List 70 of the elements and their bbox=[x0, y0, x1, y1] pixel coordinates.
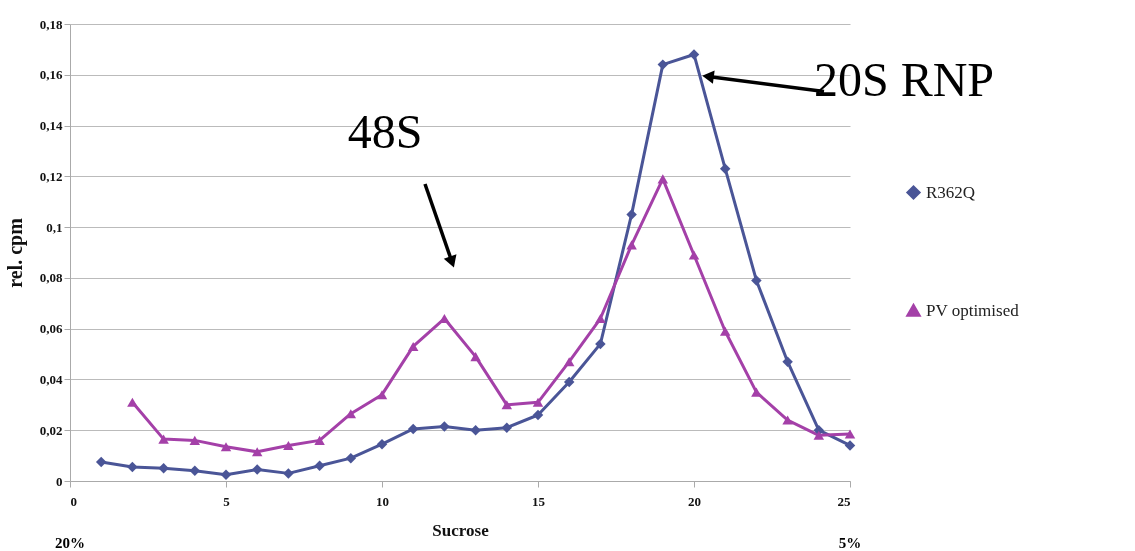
point bbox=[563, 376, 575, 388]
point bbox=[688, 250, 700, 260]
point bbox=[532, 409, 544, 421]
y-axis-title: rel. cpm bbox=[3, 217, 27, 288]
point bbox=[158, 434, 169, 444]
point bbox=[470, 352, 481, 362]
point bbox=[626, 240, 637, 250]
point bbox=[189, 465, 201, 477]
point bbox=[626, 209, 637, 220]
y-tick-label: 0,1 bbox=[46, 219, 63, 235]
y-tick-label: 0,12 bbox=[39, 168, 63, 184]
point bbox=[501, 422, 513, 433]
point bbox=[657, 59, 669, 70]
y-tick-label: 0,06 bbox=[39, 321, 63, 337]
y-tick-label: 0 bbox=[56, 473, 63, 489]
text: 20% bbox=[55, 535, 85, 551]
y-tick-label: 0,08 bbox=[39, 270, 63, 286]
annotation: 48S bbox=[347, 105, 423, 158]
legend-label: R362Q bbox=[926, 182, 976, 202]
point bbox=[407, 423, 419, 435]
point bbox=[563, 357, 575, 367]
point bbox=[314, 460, 325, 472]
y-tick-label: 0,04 bbox=[39, 371, 63, 387]
point bbox=[595, 338, 606, 350]
x-axis-title: Sucrose bbox=[432, 520, 490, 540]
y-tick-label: 0,02 bbox=[39, 422, 63, 438]
point bbox=[439, 421, 450, 432]
point bbox=[782, 415, 793, 425]
text: 5% bbox=[838, 535, 862, 551]
point bbox=[283, 468, 294, 479]
point bbox=[719, 163, 731, 174]
point bbox=[844, 440, 856, 451]
point bbox=[127, 397, 138, 407]
point bbox=[376, 390, 388, 400]
x-tick-label: 15 bbox=[532, 493, 546, 509]
point bbox=[782, 356, 793, 367]
point bbox=[813, 430, 825, 440]
point bbox=[844, 429, 856, 439]
point bbox=[719, 326, 731, 336]
point bbox=[470, 424, 481, 436]
y-tick-label: 0,14 bbox=[39, 118, 63, 134]
point bbox=[95, 456, 107, 468]
x-tick-label: 5 bbox=[223, 493, 231, 509]
x-tick-label: 10 bbox=[376, 493, 389, 509]
y-tick-label: 0,18 bbox=[39, 16, 63, 32]
point bbox=[127, 461, 138, 473]
x-tick-label: 25 bbox=[837, 493, 851, 509]
annotation: 20S RNP bbox=[813, 53, 995, 107]
point bbox=[283, 440, 294, 450]
x-tick-label: 0 bbox=[70, 493, 77, 509]
point bbox=[345, 452, 357, 464]
point bbox=[501, 400, 513, 410]
point bbox=[688, 49, 700, 60]
point bbox=[251, 447, 263, 457]
y-tick-label: 0,16 bbox=[39, 67, 63, 83]
point bbox=[407, 341, 419, 351]
point bbox=[439, 313, 450, 324]
point bbox=[376, 438, 388, 450]
legend-label: PV optimised bbox=[926, 300, 1020, 320]
point bbox=[251, 464, 263, 475]
x-tick-label: 20 bbox=[688, 493, 701, 509]
point bbox=[751, 275, 762, 286]
point bbox=[532, 397, 544, 407]
point bbox=[158, 463, 169, 474]
point bbox=[595, 313, 606, 324]
point bbox=[220, 469, 232, 480]
point bbox=[189, 435, 201, 445]
point bbox=[220, 442, 232, 452]
point bbox=[314, 435, 325, 445]
point bbox=[657, 174, 669, 184]
